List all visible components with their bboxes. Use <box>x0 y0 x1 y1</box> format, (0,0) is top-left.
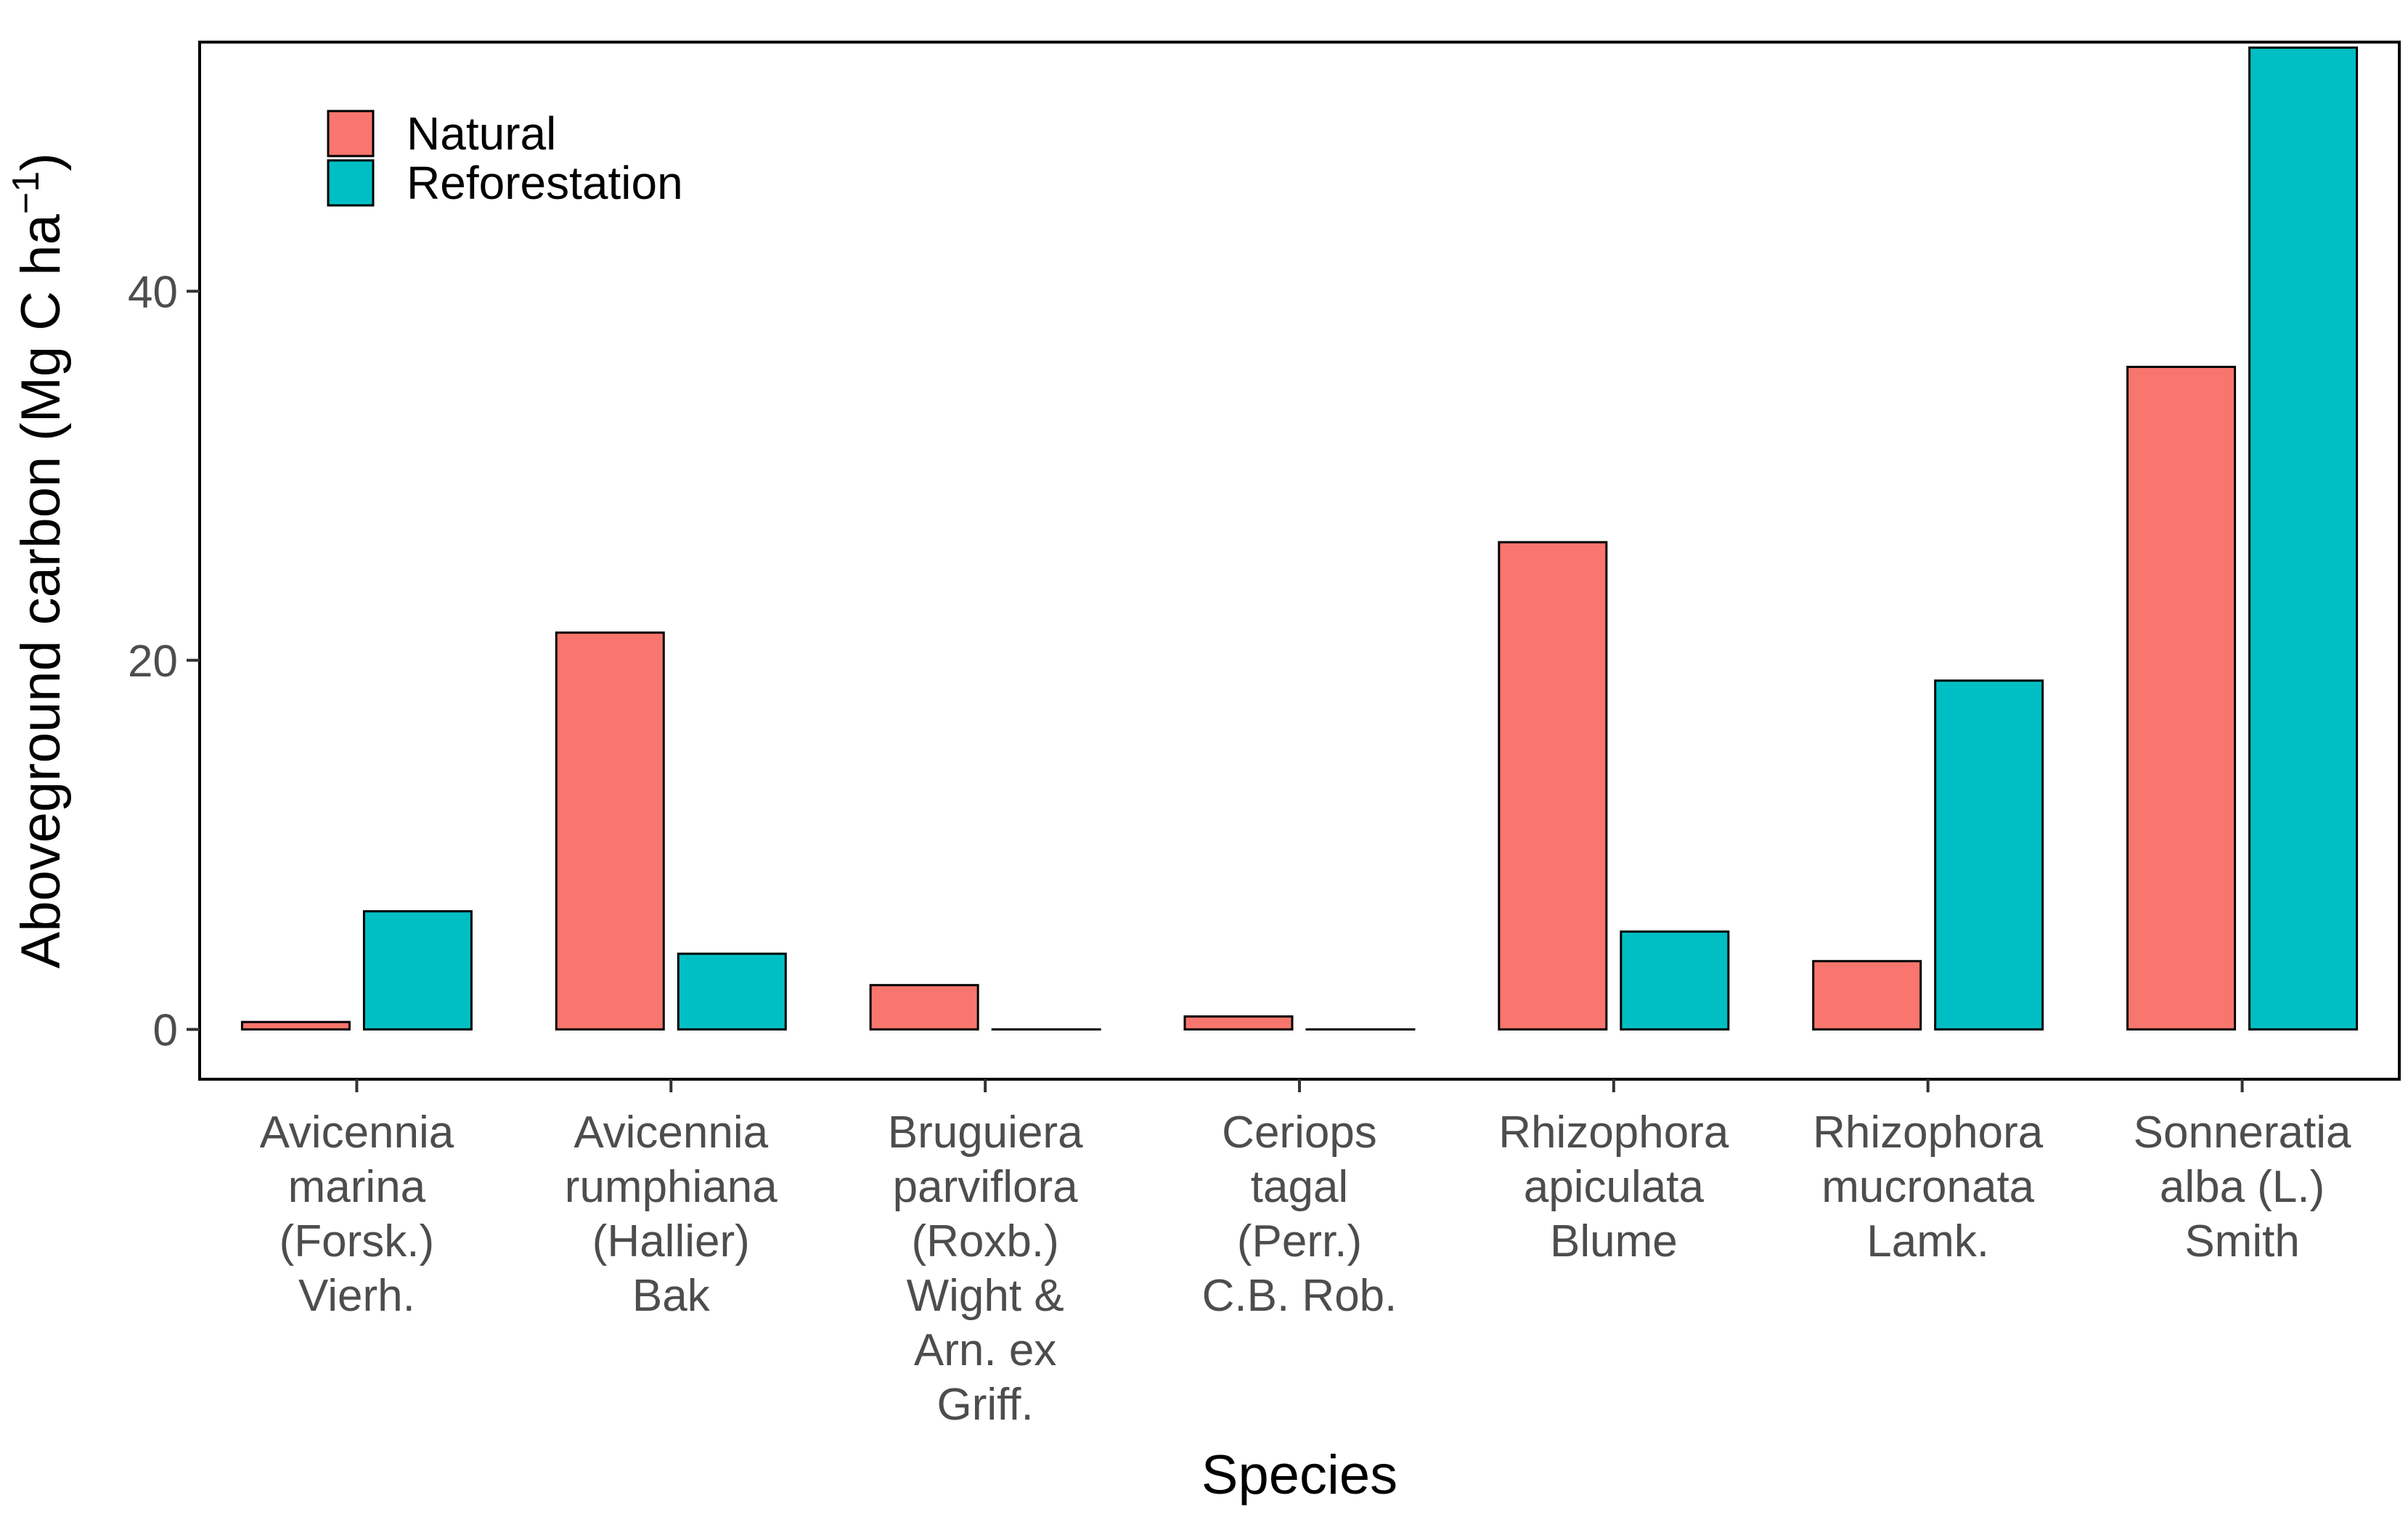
bar-reforestation-2 <box>678 954 785 1029</box>
bar-natural-7 <box>2128 367 2235 1030</box>
legend-label-natural: Natural <box>407 107 556 160</box>
y-tick-label: 40 <box>128 267 178 317</box>
legend-swatch-reforestation <box>328 160 373 205</box>
bar-natural-2 <box>556 633 664 1030</box>
bar-reforestation-7 <box>2250 48 2357 1030</box>
legend-label-reforestation: Reforestation <box>407 157 683 209</box>
x-axis-title: Species <box>1201 1444 1397 1506</box>
bar-natural-4 <box>1185 1017 1292 1030</box>
bar-natural-5 <box>1499 542 1607 1029</box>
bar-reforestation-1 <box>364 912 471 1030</box>
bar-reforestation-5 <box>1621 932 1729 1030</box>
bar-reforestation-6 <box>1935 681 2043 1030</box>
y-tick-label: 20 <box>128 636 178 687</box>
bar-natural-1 <box>242 1022 349 1029</box>
bar-natural-6 <box>1813 961 1921 1029</box>
bar-natural-3 <box>870 985 978 1029</box>
legend-swatch-natural <box>328 111 373 156</box>
y-axis: 0 20 40 <box>128 267 200 1055</box>
y-tick-label: 0 <box>153 1005 178 1055</box>
y-axis-title: Aboveground carbon (Mg C ha−1) <box>5 153 72 969</box>
